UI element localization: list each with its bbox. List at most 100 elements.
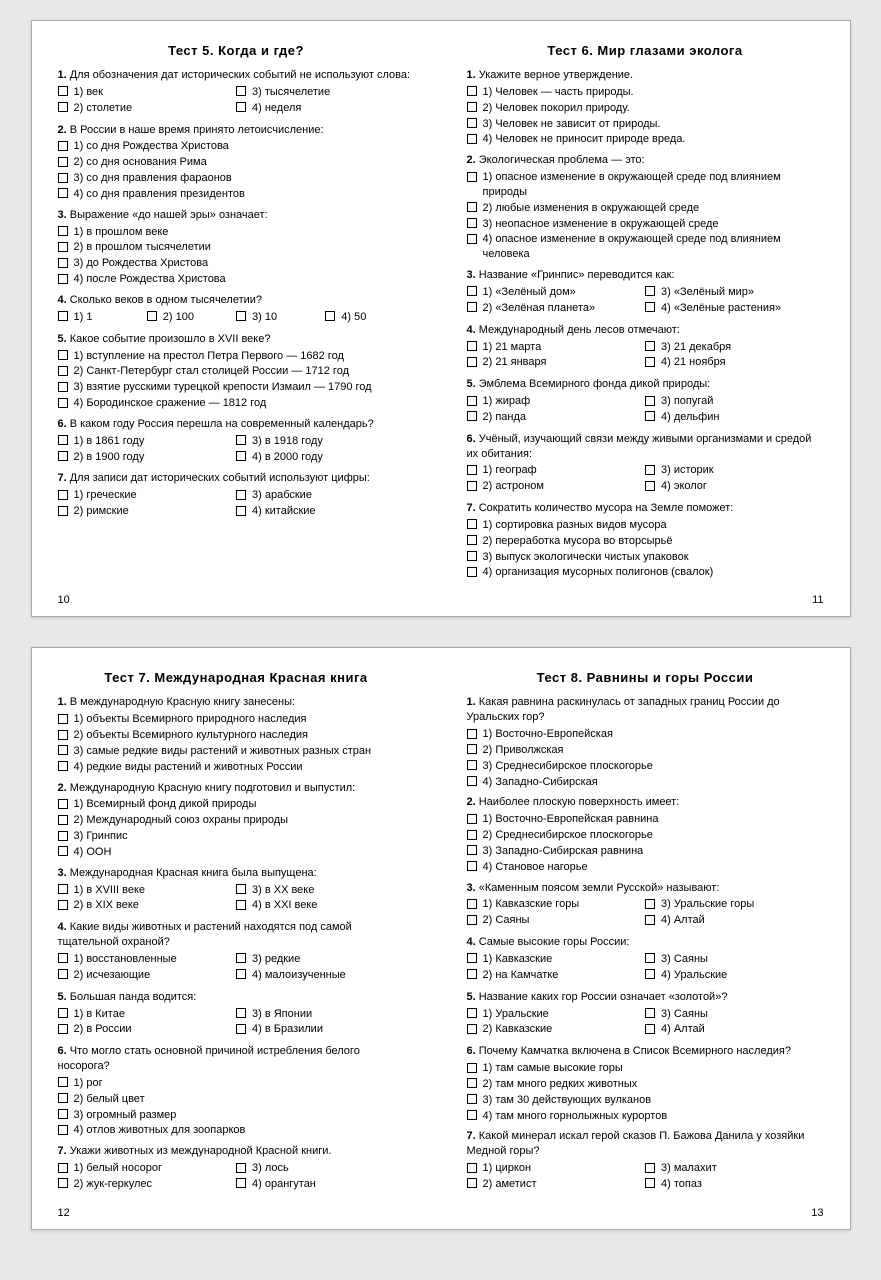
checkbox[interactable] [58,226,68,236]
checkbox[interactable] [645,465,655,475]
checkbox[interactable] [58,969,68,979]
checkbox[interactable] [467,1094,477,1104]
checkbox[interactable] [467,830,477,840]
checkbox[interactable] [467,172,477,182]
checkbox[interactable] [467,861,477,871]
checkbox[interactable] [467,481,477,491]
checkbox[interactable] [58,274,68,284]
checkbox[interactable] [236,1008,246,1018]
checkbox[interactable] [236,451,246,461]
checkbox[interactable] [58,1093,68,1103]
checkbox[interactable] [645,899,655,909]
checkbox[interactable] [467,760,477,770]
checkbox[interactable] [467,302,477,312]
checkbox[interactable] [467,1163,477,1173]
checkbox[interactable] [58,1077,68,1087]
checkbox[interactable] [467,1078,477,1088]
checkbox[interactable] [58,173,68,183]
checkbox[interactable] [467,1178,477,1188]
checkbox[interactable] [236,900,246,910]
checkbox[interactable] [236,1024,246,1034]
checkbox[interactable] [58,761,68,771]
checkbox[interactable] [467,286,477,296]
checkbox[interactable] [58,714,68,724]
checkbox[interactable] [58,311,68,321]
checkbox[interactable] [645,1024,655,1034]
checkbox[interactable] [58,900,68,910]
checkbox[interactable] [467,1008,477,1018]
checkbox[interactable] [645,481,655,491]
checkbox[interactable] [58,141,68,151]
checkbox[interactable] [58,846,68,856]
checkbox[interactable] [467,953,477,963]
checkbox[interactable] [58,831,68,841]
checkbox[interactable] [467,218,477,228]
checkbox[interactable] [467,744,477,754]
checkbox[interactable] [58,1163,68,1173]
checkbox[interactable] [467,234,477,244]
checkbox[interactable] [58,1109,68,1119]
checkbox[interactable] [467,1110,477,1120]
checkbox[interactable] [58,451,68,461]
checkbox[interactable] [236,86,246,96]
checkbox[interactable] [58,815,68,825]
checkbox[interactable] [236,953,246,963]
checkbox[interactable] [58,1178,68,1188]
checkbox[interactable] [467,776,477,786]
checkbox[interactable] [236,311,246,321]
checkbox[interactable] [58,490,68,500]
checkbox[interactable] [645,915,655,925]
checkbox[interactable] [645,396,655,406]
checkbox[interactable] [236,969,246,979]
checkbox[interactable] [58,953,68,963]
checkbox[interactable] [467,118,477,128]
checkbox[interactable] [58,1024,68,1034]
checkbox[interactable] [467,86,477,96]
checkbox[interactable] [467,519,477,529]
checkbox[interactable] [467,969,477,979]
checkbox[interactable] [58,350,68,360]
checkbox[interactable] [58,1125,68,1135]
checkbox[interactable] [645,1178,655,1188]
checkbox[interactable] [58,242,68,252]
checkbox[interactable] [467,814,477,824]
checkbox[interactable] [325,311,335,321]
checkbox[interactable] [58,506,68,516]
checkbox[interactable] [467,357,477,367]
checkbox[interactable] [467,411,477,421]
checkbox[interactable] [236,884,246,894]
checkbox[interactable] [147,311,157,321]
checkbox[interactable] [467,845,477,855]
checkbox[interactable] [236,506,246,516]
checkbox[interactable] [645,1163,655,1173]
checkbox[interactable] [467,729,477,739]
checkbox[interactable] [645,953,655,963]
checkbox[interactable] [467,396,477,406]
checkbox[interactable] [645,286,655,296]
checkbox[interactable] [58,157,68,167]
checkbox[interactable] [467,202,477,212]
checkbox[interactable] [58,730,68,740]
checkbox[interactable] [467,551,477,561]
checkbox[interactable] [467,899,477,909]
checkbox[interactable] [467,535,477,545]
checkbox[interactable] [645,341,655,351]
checkbox[interactable] [467,567,477,577]
checkbox[interactable] [467,465,477,475]
checkbox[interactable] [236,1163,246,1173]
checkbox[interactable] [467,915,477,925]
checkbox[interactable] [467,1024,477,1034]
checkbox[interactable] [467,102,477,112]
checkbox[interactable] [467,341,477,351]
checkbox[interactable] [58,258,68,268]
checkbox[interactable] [645,302,655,312]
checkbox[interactable] [645,969,655,979]
checkbox[interactable] [236,490,246,500]
checkbox[interactable] [58,884,68,894]
checkbox[interactable] [236,102,246,112]
checkbox[interactable] [645,357,655,367]
checkbox[interactable] [236,1178,246,1188]
checkbox[interactable] [58,188,68,198]
checkbox[interactable] [645,1008,655,1018]
checkbox[interactable] [236,435,246,445]
